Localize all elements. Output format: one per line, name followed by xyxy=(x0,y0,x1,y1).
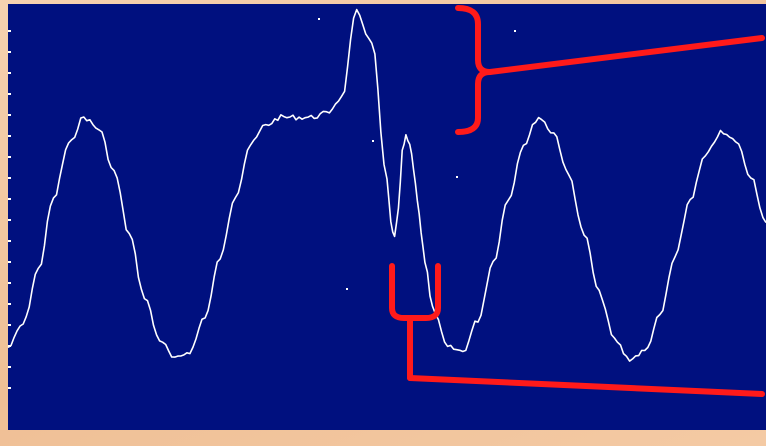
noise-speck xyxy=(456,176,458,178)
left-tick-mark xyxy=(8,156,11,158)
notch-pointer-line xyxy=(407,375,765,397)
noise-speck xyxy=(372,140,374,142)
left-tick-mark xyxy=(8,30,11,32)
scope-screen xyxy=(8,4,766,430)
left-tick-mark xyxy=(8,366,11,368)
annotations-layer xyxy=(389,5,765,397)
left-tick-mark xyxy=(8,387,11,389)
left-tick-mark xyxy=(8,93,11,95)
notch-bracket-annotation xyxy=(389,263,441,381)
noise-speck xyxy=(514,30,516,32)
left-tick-mark xyxy=(8,114,11,116)
left-tick-mark xyxy=(8,240,11,242)
left-tick-mark xyxy=(8,51,11,53)
left-tick-mark xyxy=(8,135,11,137)
noise-specks xyxy=(318,18,516,290)
signal-trace xyxy=(7,8,766,362)
left-tick-mark xyxy=(8,324,11,326)
noise-speck xyxy=(346,288,348,290)
noise-speck xyxy=(318,18,320,20)
spike-pointer-line xyxy=(487,35,765,75)
left-tick-mark xyxy=(8,261,11,263)
left-tick-mark xyxy=(8,72,11,74)
left-tick-mark xyxy=(8,219,11,221)
left-tick-mark xyxy=(8,282,11,284)
left-tick-mark xyxy=(8,198,11,200)
left-tick-mark xyxy=(8,177,11,179)
left-tick-mark xyxy=(8,303,11,305)
